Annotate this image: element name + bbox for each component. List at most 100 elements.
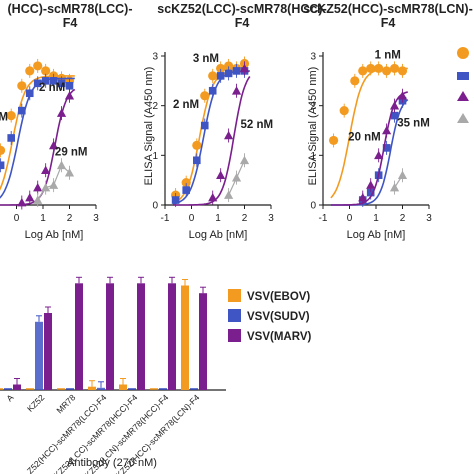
data-point (64, 168, 75, 177)
x-tick-label: 0 (14, 213, 20, 224)
data-point (374, 63, 384, 74)
data-point (231, 86, 242, 95)
panel-3-subtitle: F4 (381, 16, 396, 30)
bar-category-label: MR78 (54, 392, 77, 415)
data-point (231, 173, 242, 182)
bar (75, 283, 83, 390)
x-tick-label: 2 (400, 213, 406, 224)
data-point (56, 108, 67, 117)
x-tick-label: -1 (319, 213, 328, 224)
data-point (382, 144, 391, 152)
data-point (397, 170, 408, 179)
ec50-annotation: 2 nM (173, 99, 199, 111)
data-point (374, 150, 384, 160)
data-point (366, 188, 375, 197)
y-tick-label: 1 (152, 151, 158, 162)
panel-3-legend (457, 47, 469, 123)
data-point (389, 63, 400, 74)
x-tick-label: 0 (347, 213, 353, 224)
data-point (389, 183, 400, 192)
data-point (65, 82, 74, 90)
bar (97, 387, 105, 390)
panel-1-title: (HCC)-scMR78(LCC)- (8, 2, 133, 16)
data-point (41, 165, 51, 175)
data-point (358, 192, 368, 202)
bar (137, 283, 145, 390)
bar (181, 285, 189, 390)
y-tick-label: 1 (310, 151, 316, 162)
x-tick-label: 0 (189, 213, 195, 224)
x-tick-label: 2 (67, 213, 73, 224)
x-tick-label: 2 (242, 213, 248, 224)
bar-legend-swatch (228, 289, 241, 302)
x-tick-label: 1 (40, 213, 46, 224)
x-tick-label: -1 (161, 213, 170, 224)
data-point (64, 91, 75, 100)
data-point (7, 134, 15, 142)
x-tick-label: 3 (268, 213, 274, 224)
data-point (216, 63, 226, 74)
data-point (33, 195, 43, 204)
ec50-annotation: 3 nM (193, 53, 219, 65)
data-point (0, 161, 5, 170)
data-point (208, 86, 217, 95)
bar-legend-label: VSV(MARV) (247, 331, 311, 343)
data-point (182, 186, 190, 194)
data-point (239, 155, 250, 165)
bar (13, 384, 21, 390)
data-point (0, 145, 6, 155)
bar-xlabel: Antibody (270 nM) (67, 457, 157, 469)
data-point (208, 192, 218, 202)
ec50-annotation: 35 nM (397, 118, 430, 130)
panel-3-ylabel: ELISA Signal (A450 nm) (307, 67, 319, 186)
data-point (41, 77, 50, 85)
data-point (216, 170, 226, 179)
panel-2-subtitle: F4 (235, 16, 250, 30)
bar-legend-swatch (228, 329, 241, 342)
panel-1-xlabel: Log Ab [nM] (25, 229, 84, 241)
bar-category-label: KZ52 (25, 392, 47, 414)
data-point (397, 66, 408, 76)
panel-2-xlabel: Log Ab [nM] (189, 229, 248, 241)
bar-plot: A KZ52 MR78Z52(HCC)-scMR78(LCC)-F4scKZ52(L… (0, 276, 311, 474)
data-point (239, 63, 250, 73)
bar-category-label: A (4, 392, 15, 403)
data-point (49, 140, 59, 150)
data-point (56, 160, 67, 170)
bar-legend-label: VSV(SUDV) (247, 311, 310, 323)
data-point (397, 91, 408, 100)
data-point (33, 61, 43, 71)
bar-legend-swatch (228, 309, 241, 322)
data-point (57, 79, 66, 88)
data-point (49, 77, 58, 85)
ec50-annotation: 29 nM (55, 146, 88, 158)
fit-curve-purple (172, 76, 251, 206)
ec50-annotation: nM (0, 112, 8, 124)
data-point (192, 140, 202, 150)
data-point (390, 111, 399, 120)
data-point (224, 61, 234, 71)
data-point (41, 66, 51, 76)
x-tick-label: 3 (93, 213, 99, 224)
data-point (382, 125, 392, 135)
data-point (171, 196, 180, 204)
data-point (339, 106, 349, 116)
panel-3-title: scKZ52(HCC)-scMR78(LCN)- (303, 2, 472, 16)
panel-2-ylabel: ELISA Signal (A450 nm) (143, 67, 155, 186)
data-point (389, 101, 400, 110)
y-tick-label: 0 (310, 201, 316, 212)
x-tick-label: 3 (426, 213, 432, 224)
data-point (200, 91, 210, 101)
bar (168, 283, 176, 390)
data-point (232, 67, 241, 75)
data-point (25, 66, 35, 76)
data-point (358, 66, 368, 76)
y-tick-label: 3 (152, 52, 158, 63)
bar (88, 386, 96, 390)
legend-marker-gray (457, 113, 469, 123)
data-point (49, 180, 59, 189)
panel-2-title: scKZ52(LCC)-scMR78(HCC)- (157, 2, 326, 16)
data-point (329, 135, 339, 146)
